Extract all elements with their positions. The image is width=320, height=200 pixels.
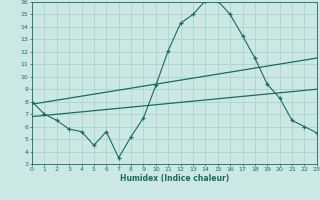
X-axis label: Humidex (Indice chaleur): Humidex (Indice chaleur) [120,174,229,183]
